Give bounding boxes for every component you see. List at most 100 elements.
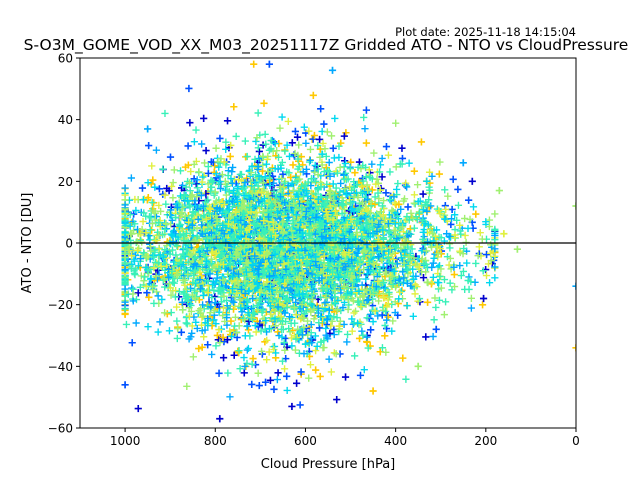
data-point [254, 323, 263, 331]
data-point [277, 194, 285, 202]
data-point [259, 187, 267, 195]
data-point [161, 191, 169, 199]
data-point [403, 183, 411, 191]
data-point [238, 308, 246, 316]
data-point [250, 278, 258, 287]
data-point [165, 280, 173, 288]
data-point [485, 279, 494, 287]
data-point [288, 139, 296, 147]
data-point [243, 152, 251, 161]
data-point [428, 172, 436, 180]
data-point [286, 328, 294, 336]
data-point [132, 206, 140, 215]
data-point [186, 187, 194, 195]
data-point [226, 152, 234, 161]
data-point [333, 395, 341, 404]
data-point [243, 322, 252, 330]
data-point [482, 250, 491, 259]
data-point [226, 327, 234, 335]
data-point [459, 250, 467, 258]
data-point [142, 212, 150, 220]
data-point [362, 173, 370, 181]
data-point [235, 347, 243, 355]
data-point [136, 283, 144, 291]
data-point [399, 354, 407, 362]
data-point [317, 105, 325, 113]
data-point [177, 328, 185, 336]
data-point [454, 185, 462, 193]
data-point [314, 141, 322, 150]
data-point [145, 141, 153, 150]
data-point [362, 139, 370, 147]
data-point [188, 322, 196, 330]
data-point [359, 177, 367, 185]
data-point [336, 188, 344, 196]
data-point [218, 171, 226, 179]
data-point [472, 210, 480, 218]
data-point [230, 351, 238, 359]
data-point [224, 369, 232, 377]
data-point [402, 179, 410, 187]
data-point [461, 231, 469, 240]
data-point [273, 262, 281, 270]
data-point [186, 203, 194, 211]
data-point [318, 161, 326, 169]
data-point [144, 179, 152, 187]
data-point [134, 404, 142, 413]
data-point [325, 312, 333, 320]
data-point [202, 146, 210, 155]
data-point [278, 113, 286, 121]
data-point [390, 193, 398, 201]
data-point [250, 310, 258, 318]
data-point [159, 276, 167, 284]
data-point [435, 170, 443, 178]
data-point [368, 160, 376, 168]
data-point [196, 285, 205, 293]
data-point [293, 379, 301, 387]
data-point [331, 114, 339, 123]
data-point [342, 129, 350, 137]
data-point [436, 272, 444, 280]
data-point [397, 205, 405, 213]
data-point [367, 310, 375, 318]
data-point [249, 354, 257, 363]
data-point [204, 169, 212, 177]
data-point [223, 321, 231, 329]
data-point [465, 285, 473, 293]
data-point [405, 159, 413, 167]
data-point [166, 153, 175, 161]
data-point [460, 244, 468, 253]
data-point [254, 182, 262, 190]
data-point [362, 106, 370, 114]
data-point [140, 277, 148, 285]
data-point [384, 151, 393, 159]
data-point [399, 268, 407, 276]
data-point [184, 142, 192, 150]
data-point [217, 155, 225, 163]
data-point [362, 275, 370, 283]
data-point [305, 276, 313, 284]
data-point [413, 181, 422, 189]
data-point [329, 144, 337, 152]
data-point [388, 214, 396, 222]
data-point [264, 193, 272, 201]
data-point [251, 321, 259, 330]
data-point [300, 350, 308, 358]
data-points [121, 60, 576, 423]
data-point [261, 173, 269, 181]
data-point [187, 301, 195, 309]
data-point [374, 297, 383, 305]
data-point [128, 284, 136, 292]
data-point [355, 334, 364, 343]
data-point [160, 275, 168, 283]
data-point [169, 194, 177, 202]
data-point [277, 174, 286, 183]
data-point [145, 293, 153, 301]
data-point [419, 206, 427, 214]
data-point [190, 313, 198, 321]
data-point [195, 280, 203, 288]
data-point [280, 338, 288, 347]
data-point [310, 131, 319, 140]
data-point [155, 185, 163, 193]
data-point [330, 330, 338, 339]
